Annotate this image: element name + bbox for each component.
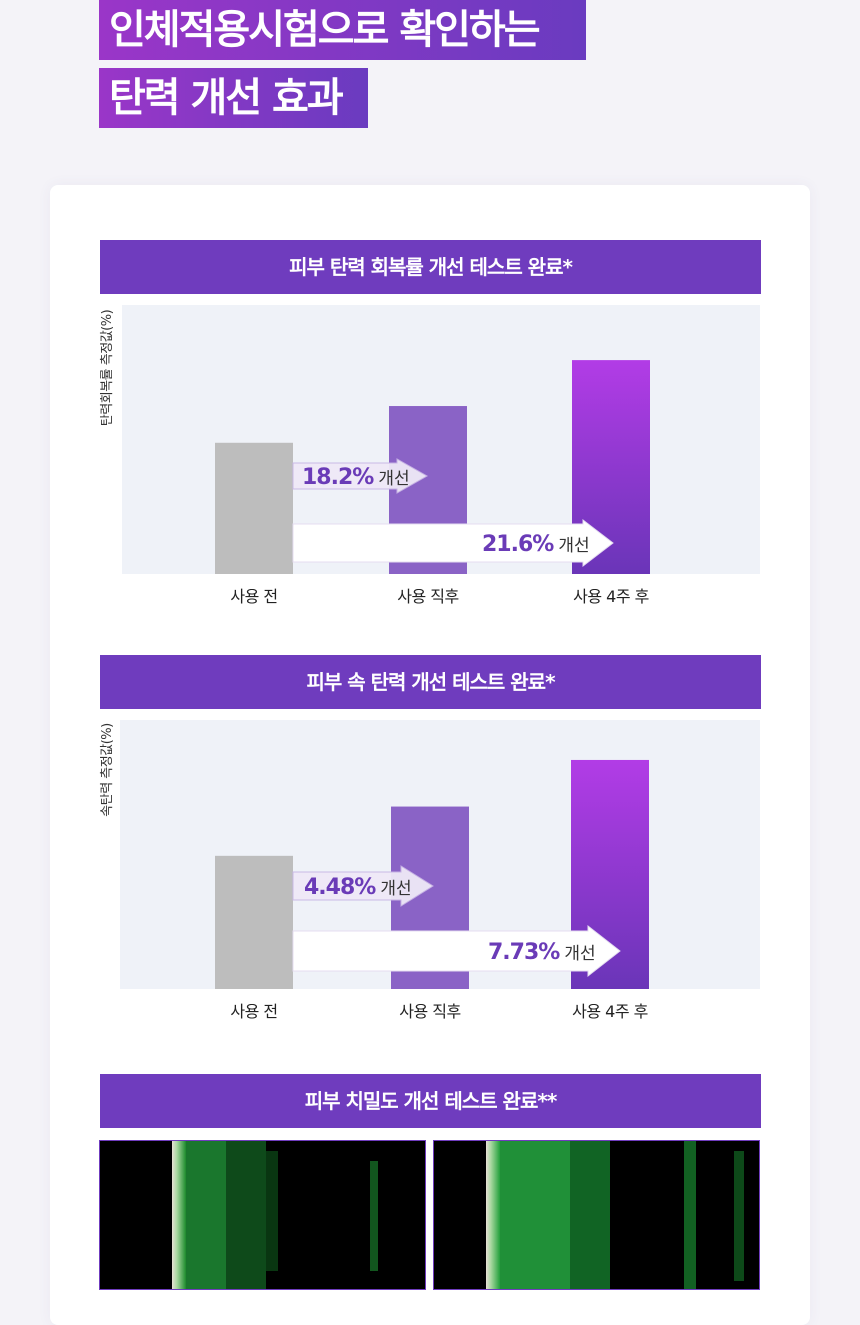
improvement-label-0: 18.2% 개선 xyxy=(302,465,410,490)
improvement-label-1: 21.6% 개선 xyxy=(482,532,590,557)
ultrasound-image-after xyxy=(433,1140,760,1290)
category-label-2: 사용 4주 후 xyxy=(573,587,649,606)
category-label-1: 사용 직후 xyxy=(399,1002,460,1021)
improvement-value-0: 4.48% xyxy=(304,875,376,900)
improvement-text-0: 개선 xyxy=(378,469,409,489)
ultrasound-image-before xyxy=(99,1140,426,1290)
improvement-value-0: 18.2% xyxy=(302,465,374,490)
category-label-2: 사용 4주 후 xyxy=(572,1002,648,1021)
chart-1-title: 피부 탄력 회복률 개선 테스트 완료* xyxy=(100,240,761,294)
category-label-0: 사용 전 xyxy=(230,1002,277,1021)
improvement-arrow-0 xyxy=(292,458,429,494)
improvement-arrow-0 xyxy=(292,865,434,907)
improvement-text-1: 개선 xyxy=(558,536,589,556)
headline-line-1: 인체적용시험으로 확인하는 xyxy=(99,0,586,60)
improvement-arrow-1 xyxy=(292,924,621,978)
improvement-value-1: 21.6% xyxy=(482,532,554,557)
category-label-1: 사용 직후 xyxy=(397,587,458,606)
bar-0 xyxy=(215,855,293,989)
improvement-text-0: 개선 xyxy=(380,879,411,899)
category-label-0: 사용 전 xyxy=(230,587,277,606)
chart-2-title: 피부 속 탄력 개선 테스트 완료* xyxy=(100,655,761,709)
section-3-title: 피부 치밀도 개선 테스트 완료** xyxy=(100,1074,761,1128)
improvement-text-1: 개선 xyxy=(564,944,595,964)
improvement-arrow-1 xyxy=(292,518,614,568)
chart-2: 사용 전 사용 직후 사용 4주 후4.48% 개선7.73% 개선 xyxy=(120,720,760,1021)
improvement-label-0: 4.48% 개선 xyxy=(304,875,412,900)
headline-line-2: 탄력 개선 효과 xyxy=(99,68,368,128)
improvement-label-1: 7.73% 개선 xyxy=(488,940,596,965)
improvement-value-1: 7.73% xyxy=(488,940,560,965)
bar-0 xyxy=(215,442,293,574)
